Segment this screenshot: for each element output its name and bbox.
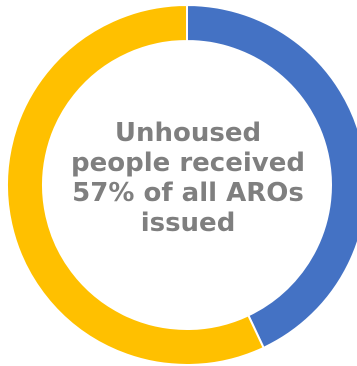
donut-slice-2 bbox=[6, 3, 265, 366]
donut-slice-1 bbox=[186, 3, 357, 350]
center-label: Unhoused people received 57% of all AROs… bbox=[38, 118, 338, 238]
center-label-line-3: 57% of all AROs bbox=[72, 178, 304, 208]
center-label-line-1: Unhoused bbox=[114, 118, 262, 148]
center-label-line-4: issued bbox=[140, 208, 236, 238]
center-label-line-2: people received bbox=[71, 148, 305, 178]
